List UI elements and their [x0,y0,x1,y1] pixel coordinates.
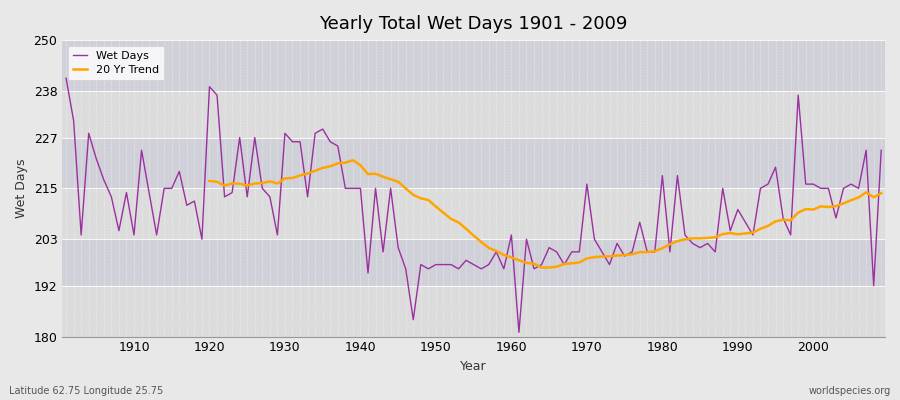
Wet Days [287,139,298,144]
Bar [62,138,885,188]
Bar [62,286,885,336]
Wet Days [121,190,131,195]
20 Yr Trend [347,158,358,162]
Wet Days [499,266,509,271]
Title: Yearly Total Wet Days 1901 - 2009: Yearly Total Wet Days 1901 - 2009 [320,15,628,33]
20 Yr Trend [793,210,804,215]
20 Yr Trend [204,178,215,183]
20 Yr Trend [860,190,871,195]
Wet Days [506,232,517,237]
Wet Days [514,330,525,335]
X-axis label: Year: Year [460,360,487,373]
Text: Latitude 62.75 Longitude 25.75: Latitude 62.75 Longitude 25.75 [9,386,163,396]
Wet Days [604,262,615,267]
Line: 20 Yr Trend: 20 Yr Trend [210,160,881,268]
20 Yr Trend [416,196,427,201]
Y-axis label: Wet Days: Wet Days [15,158,28,218]
Bar [62,40,885,91]
Wet Days [876,148,886,153]
Wet Days [332,144,343,148]
20 Yr Trend [687,236,698,241]
Wet Days [60,76,71,81]
Bar [62,91,885,138]
20 Yr Trend [876,191,886,196]
20 Yr Trend [778,217,788,222]
Text: worldspecies.org: worldspecies.org [809,386,891,396]
20 Yr Trend [294,173,305,178]
Line: Wet Days: Wet Days [66,78,881,332]
Bar [62,239,885,286]
Bar [62,188,885,239]
Legend: Wet Days, 20 Yr Trend: Wet Days, 20 Yr Trend [68,46,165,80]
20 Yr Trend [536,265,547,270]
